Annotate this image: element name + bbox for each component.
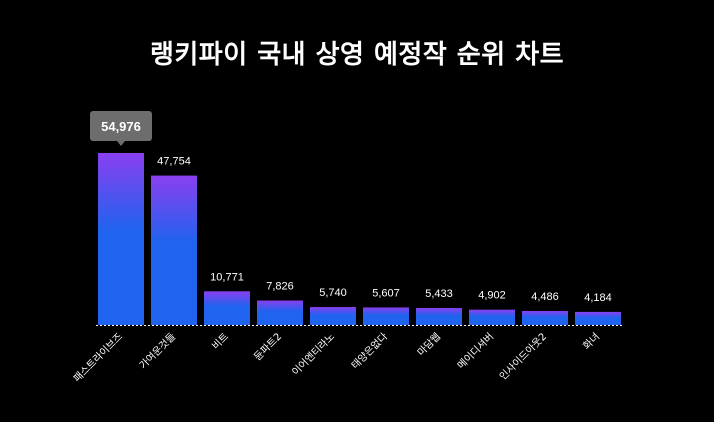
category-label-3: 듄파트2 [252,331,285,364]
category-label-2: 비트 [210,331,232,353]
bar-7[interactable] [469,309,515,325]
value-label-2: 10,771 [210,271,244,283]
bar-5[interactable] [363,307,409,325]
value-label-7: 4,902 [478,290,506,302]
value-label-0: 54,976 [101,119,141,134]
bars-group [98,153,621,325]
category-label-1: 가여운것들 [137,331,178,372]
category-label-9: 화녀 [581,331,603,353]
bar-2[interactable] [204,291,250,325]
tooltip-pointer [117,141,125,146]
category-label-0: 패스트라이브즈 [71,331,125,385]
value-label-9: 4,184 [584,292,612,304]
category-label-4: 이어엔티라노 [290,331,338,379]
bar-8[interactable] [522,310,568,325]
chart-title: 랭키파이 국내 상영 예정작 순위 차트 [149,40,565,70]
value-label-5: 5,607 [372,287,400,299]
value-label-1: 47,754 [157,156,191,168]
tooltip-box [90,111,152,141]
category-label-6: 마담웹 [415,331,443,359]
bar-0[interactable] [98,153,144,325]
category-label-8: 인사이드아웃2 [497,331,549,383]
value-label-4: 5,740 [319,287,347,299]
value-label-8: 4,486 [531,291,559,303]
value-label-3: 7,826 [266,281,294,293]
bar-1[interactable] [151,175,197,325]
bar-9[interactable] [575,311,621,325]
bar-6[interactable] [416,308,462,325]
category-label-7: 메이디셔버 [455,331,496,372]
category-label-5: 태양은없다 [348,330,390,372]
bar-4[interactable] [310,307,356,325]
bar-3[interactable] [257,300,303,325]
value-label-6: 5,433 [425,288,453,300]
value-tooltip: 54,976 [90,111,152,146]
